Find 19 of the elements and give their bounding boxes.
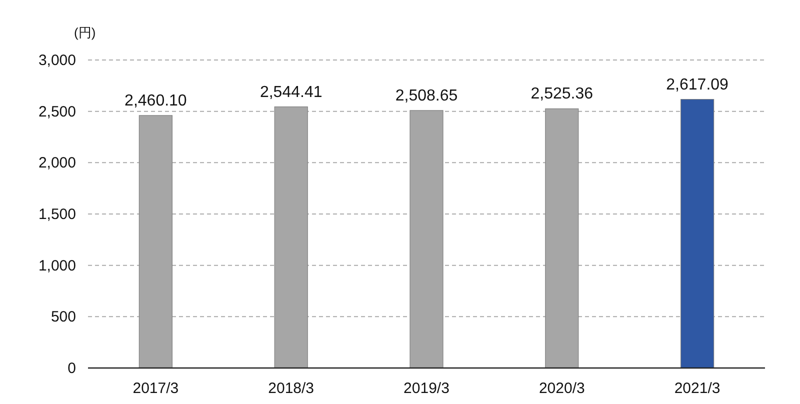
x-tick-label: 2018/3 [268, 380, 314, 397]
data-label: 2,460.10 [124, 92, 187, 110]
y-tick-label: 1,500 [38, 206, 76, 223]
x-tick-label: 2021/3 [674, 380, 720, 397]
y-tick-label: 2,000 [38, 154, 76, 172]
y-tick-label: 0 [68, 360, 76, 377]
data-label: 2,544.41 [260, 84, 322, 101]
y-tick-label: 1,000 [38, 257, 76, 274]
y-tick-label: 3,000 [38, 52, 76, 69]
y-tick-label: 2,500 [38, 103, 76, 120]
x-tick-label: 2020/3 [538, 380, 585, 397]
y-axis-title: (円) [74, 25, 96, 40]
bar [680, 99, 714, 368]
data-label: 2,508.65 [395, 87, 458, 104]
y-tick-label: 500 [50, 308, 76, 326]
data-label: 2,617.09 [666, 76, 729, 94]
data-label: 2,525.36 [530, 86, 594, 103]
x-tick-label: 2017/3 [132, 380, 179, 397]
x-tick-label: 2019/3 [404, 380, 450, 397]
